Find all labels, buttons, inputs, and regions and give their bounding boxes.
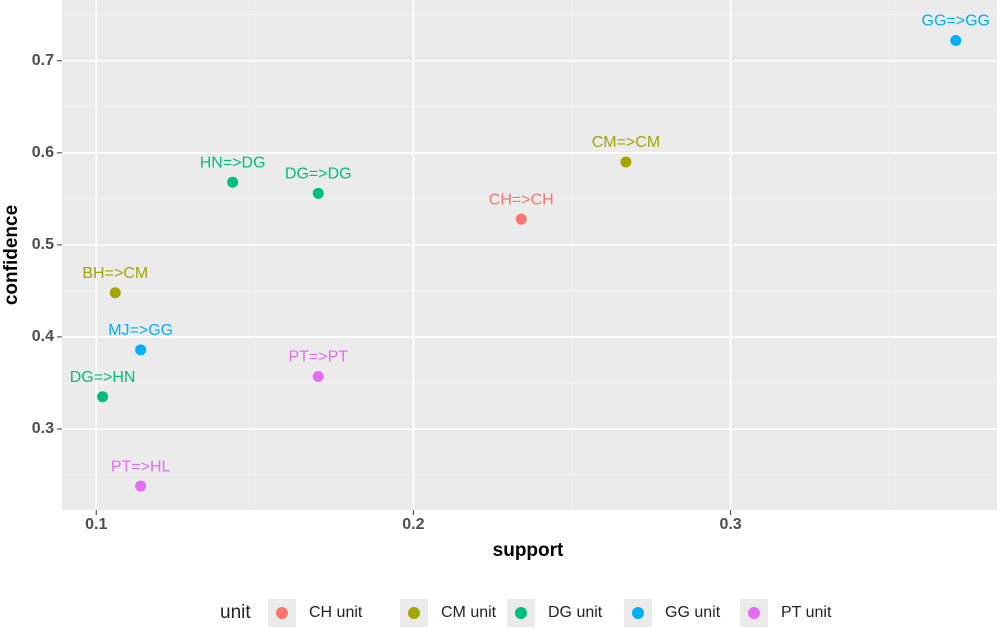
point [135, 480, 147, 492]
y-tick-label: 0.6 [32, 144, 54, 161]
point-label: PT=>PT [288, 349, 348, 366]
plot-panel [62, 0, 997, 510]
point [620, 156, 632, 168]
legend-swatch [748, 607, 760, 619]
point [515, 213, 527, 225]
legend-label: DG unit [548, 604, 603, 621]
point-label: BH=>CM [82, 265, 148, 282]
legend-swatch [408, 607, 420, 619]
point-label: CH=>CH [489, 191, 554, 208]
point [312, 187, 324, 199]
point [950, 35, 962, 47]
point-label: PT=>HL [111, 458, 171, 475]
point [135, 344, 147, 356]
point-label: HN=>DG [200, 154, 266, 171]
point [227, 176, 239, 188]
y-axis-label: confidence [1, 205, 22, 305]
y-tick-label: 0.5 [32, 236, 54, 253]
x-axis-label: support [493, 540, 564, 561]
point [97, 391, 109, 403]
point-label: MJ=>GG [108, 322, 173, 339]
legend-label: CM unit [441, 604, 497, 621]
point-label: GG=>GG [922, 13, 990, 30]
legend-swatch [632, 607, 644, 619]
x-tick-label: 0.3 [719, 516, 741, 533]
point [312, 371, 324, 383]
y-tick-label: 0.4 [32, 328, 54, 345]
legend-swatch [515, 607, 527, 619]
point-label: CM=>CM [592, 134, 660, 151]
legend-label: CH unit [309, 604, 363, 621]
point-label: DG=>DG [285, 166, 352, 183]
x-tick-label: 0.2 [402, 516, 424, 533]
y-tick-label: 0.7 [32, 52, 54, 69]
legend-label: PT unit [781, 604, 832, 621]
legend-title: unit [220, 602, 251, 623]
y-tick-label: 0.3 [32, 420, 54, 437]
legend-label: GG unit [665, 604, 721, 621]
point [109, 287, 121, 299]
x-tick-label: 0.1 [85, 516, 107, 533]
point-label: DG=>HN [70, 369, 136, 386]
legend-swatch [276, 607, 288, 619]
